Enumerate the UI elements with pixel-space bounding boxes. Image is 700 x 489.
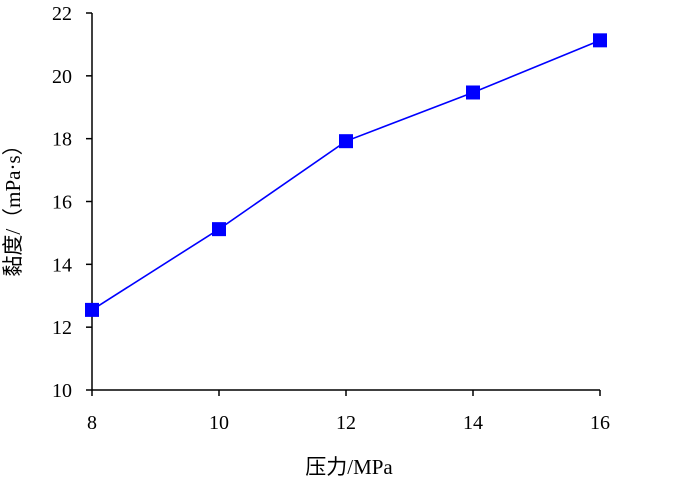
x-axis-title: 压力/MPa — [305, 455, 393, 479]
y-tick-label: 18 — [52, 129, 72, 151]
y-tick-label: 22 — [52, 3, 72, 25]
y-tick-label: 20 — [52, 66, 72, 88]
data-point-marker — [85, 302, 99, 317]
y-tick-label: 12 — [52, 317, 72, 339]
x-tick-label: 14 — [463, 412, 483, 434]
x-tick-label: 8 — [87, 412, 97, 434]
data-point-marker — [339, 134, 353, 149]
data-point-marker — [466, 85, 480, 100]
axes — [91, 13, 600, 391]
x-tick-label: 12 — [336, 412, 356, 434]
x-tick-label: 10 — [209, 412, 229, 434]
y-tick-label: 10 — [52, 380, 72, 402]
data-point-marker — [212, 222, 226, 237]
data-point-marker — [593, 33, 607, 48]
series — [85, 33, 607, 317]
y-tick-label: 16 — [52, 192, 72, 214]
series-line — [91, 39, 601, 311]
y-tick-label: 14 — [52, 254, 72, 276]
ticks: 10 12 14 16 18 20 22 8 10 12 14 16 — [52, 3, 610, 434]
y-axis-title: 黏度/（mPa·s） — [1, 134, 25, 276]
x-tick-label: 16 — [590, 412, 610, 434]
